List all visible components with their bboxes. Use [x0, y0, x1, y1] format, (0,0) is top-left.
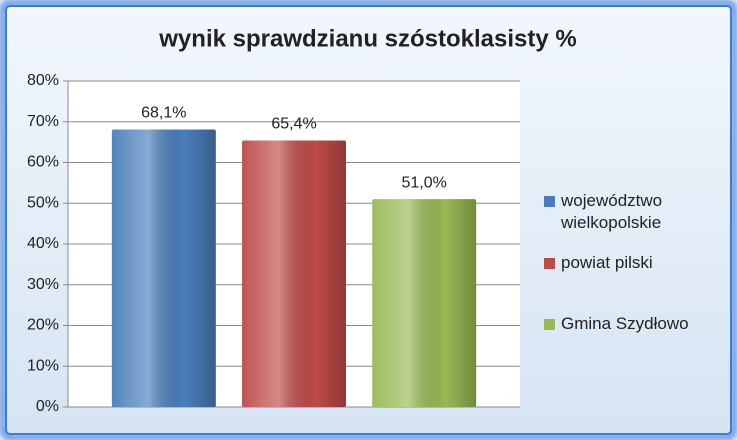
- y-tick-label: 60%: [27, 154, 59, 171]
- y-tick-label: 80%: [27, 72, 59, 89]
- y-tick-label: 40%: [27, 235, 59, 252]
- bar: [242, 140, 346, 407]
- legend-item: Gmina Szydłowo: [544, 313, 709, 335]
- y-tick-label: 50%: [27, 194, 59, 211]
- legend-swatch: [544, 319, 555, 330]
- y-tick-label: 20%: [27, 317, 59, 334]
- y-tick-label: 10%: [27, 357, 59, 374]
- value-label: 51,0%: [401, 174, 446, 191]
- bar: [372, 199, 477, 407]
- legend-label: Gmina Szydłowo: [561, 314, 689, 333]
- legend-swatch: [544, 196, 555, 207]
- legend-item: powiat pilski: [544, 252, 709, 274]
- bar: [111, 129, 216, 407]
- legend-label: powiat pilski: [561, 253, 653, 272]
- y-tick-label: 30%: [27, 276, 59, 293]
- legend-swatch: [544, 258, 555, 269]
- legend-item: województwo wielkopolskie: [544, 190, 709, 234]
- value-label: 65,4%: [271, 116, 316, 133]
- chart-title: wynik sprawdzianu szóstoklasisty %: [158, 25, 576, 52]
- y-tick-label: 70%: [27, 113, 59, 130]
- value-label: 68,1%: [141, 105, 186, 122]
- y-tick-label: 0%: [36, 398, 59, 415]
- legend-label: województwo wielkopolskie: [561, 191, 663, 232]
